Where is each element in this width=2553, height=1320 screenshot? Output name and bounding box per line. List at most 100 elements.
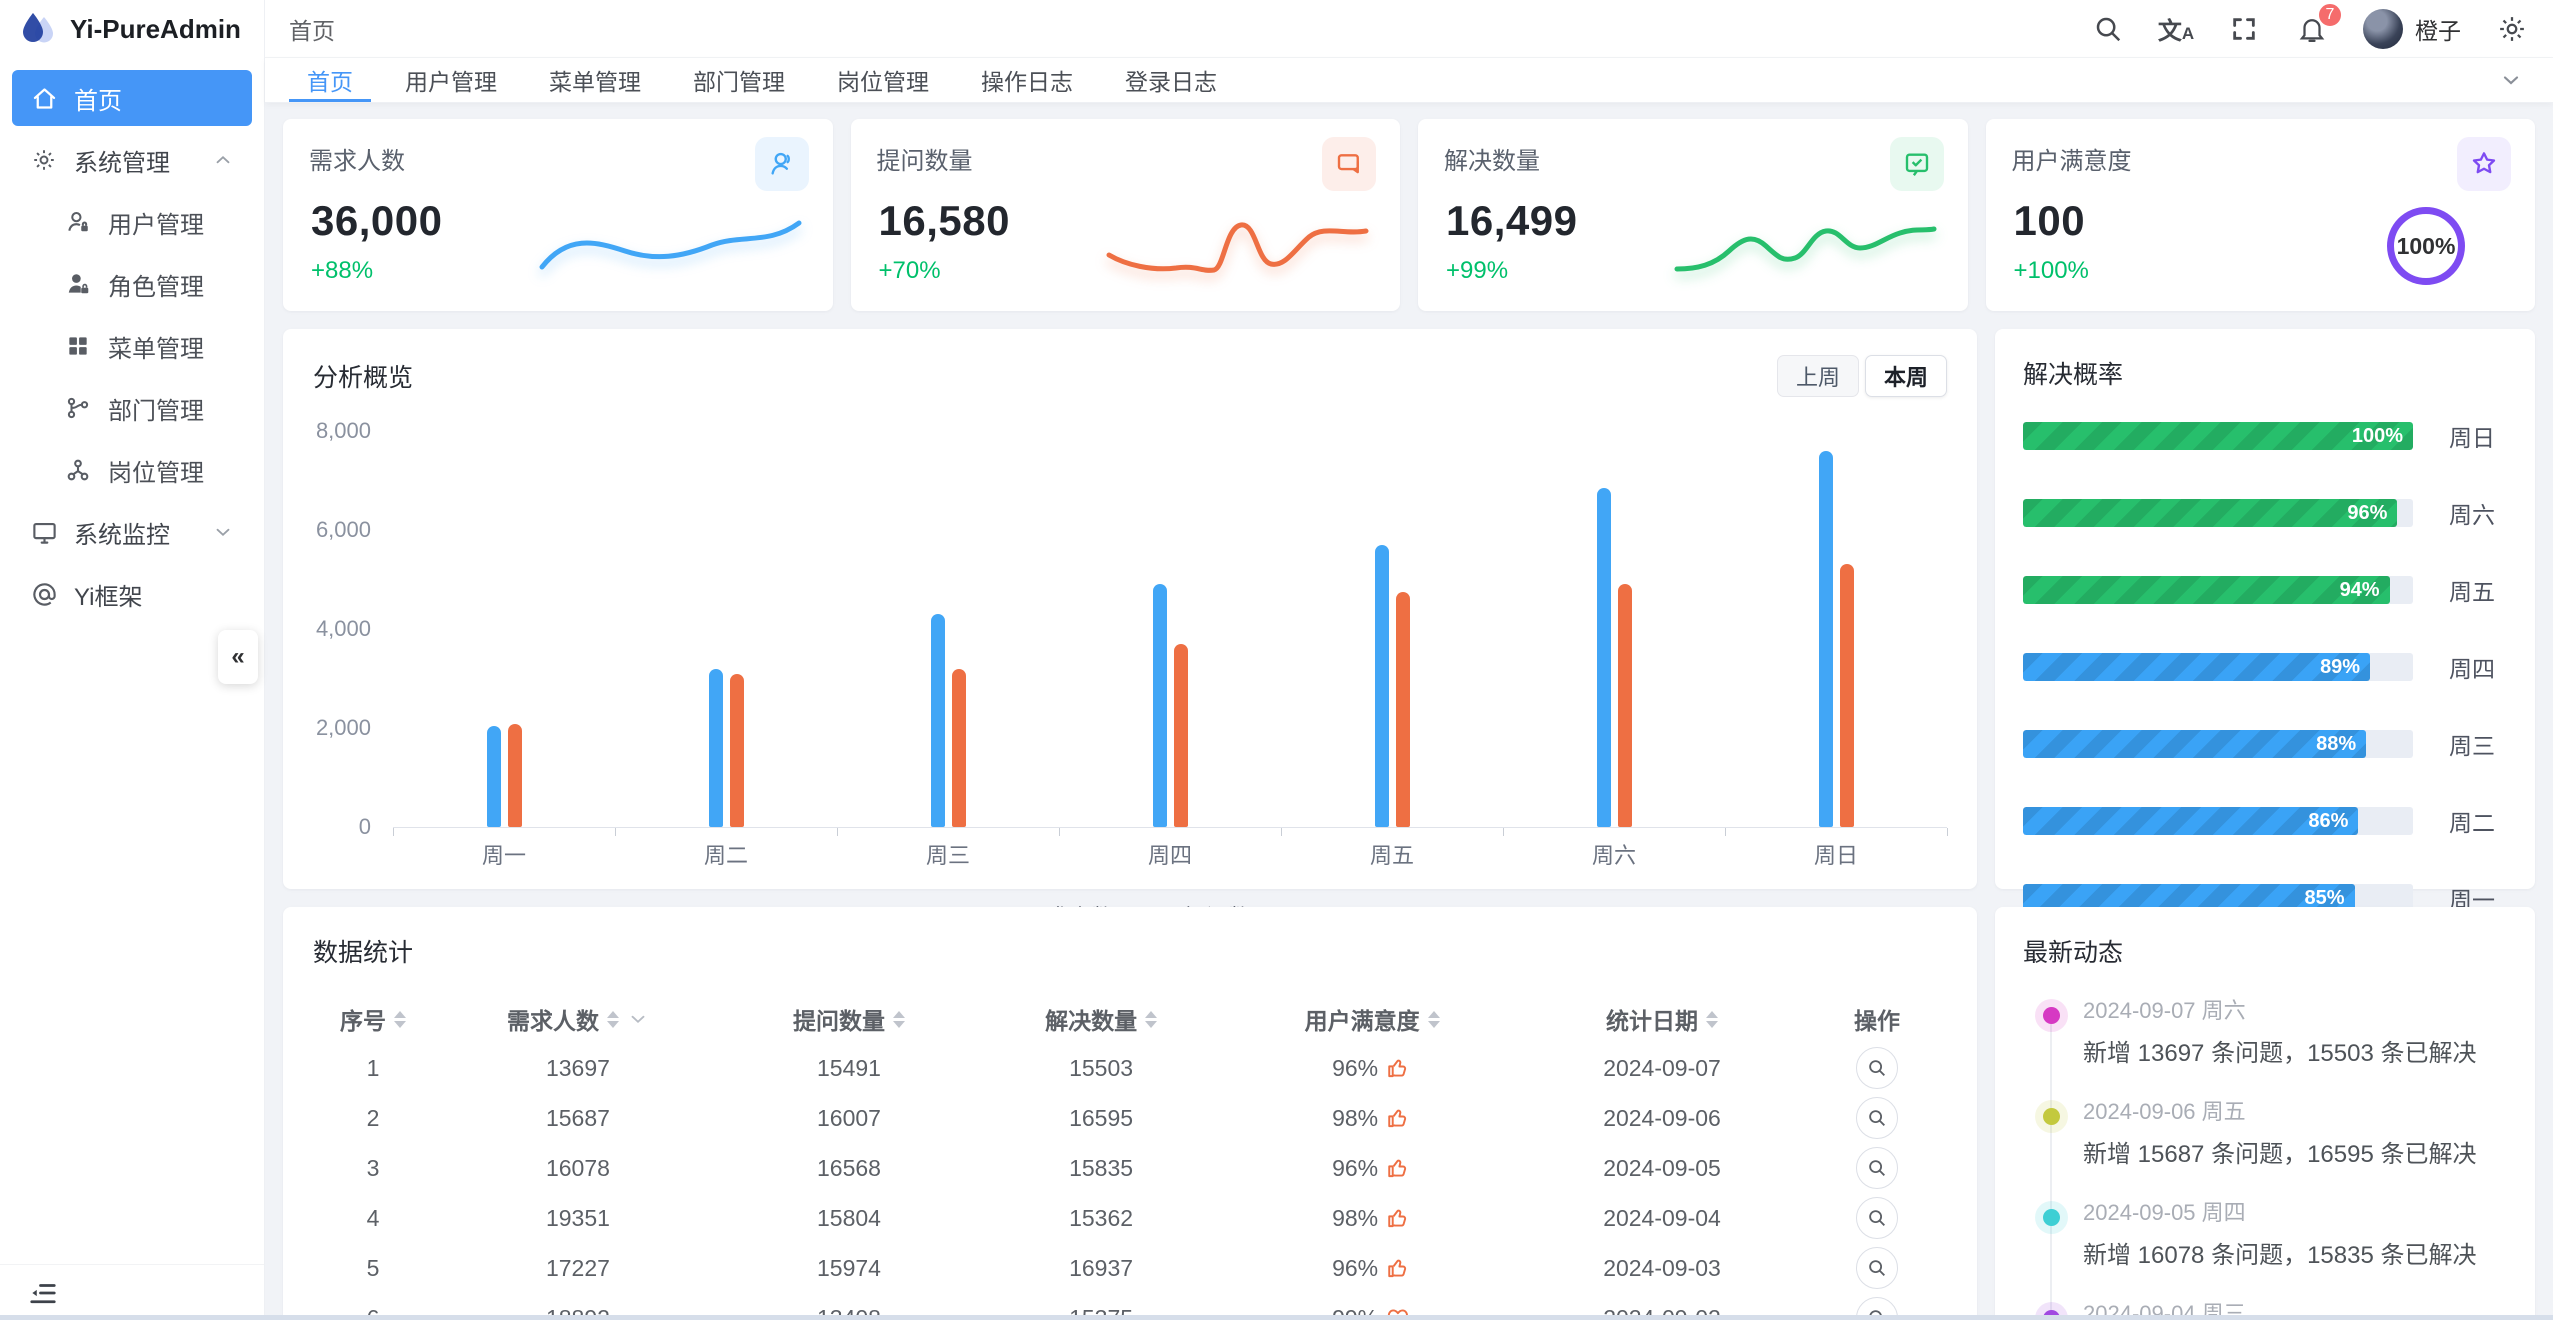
table-cell: 13697 <box>545 1054 610 1081</box>
column-header-label: 序号 <box>340 1008 386 1034</box>
x-tick-label: 周五 <box>1281 828 1504 870</box>
progress-track: 94% <box>2023 576 2413 604</box>
bar-group-周三 <box>837 431 1059 827</box>
bar-提问数量-周一[interactable] <box>507 724 522 827</box>
sidebar-item-系统监控[interactable]: 系统监控 <box>12 504 252 560</box>
bar-需求人数-周一[interactable] <box>486 725 501 827</box>
tab-登录日志[interactable]: 登录日志 <box>1125 69 1217 95</box>
timeline-text: 新增 16078 条问题，15835 条已解决 <box>2083 1242 2477 1269</box>
sidebar-item-岗位管理[interactable]: 岗位管理 <box>12 442 252 498</box>
role-icon <box>64 270 92 298</box>
stat-card-value: 36,000 <box>311 197 443 244</box>
settings-gear-icon[interactable] <box>2495 12 2529 46</box>
user-lock-icon <box>64 208 92 236</box>
user-menu[interactable]: 橙子 <box>2363 8 2461 49</box>
bar-需求人数-周三[interactable] <box>930 614 945 827</box>
sidebar-item-角色管理[interactable]: 角色管理 <box>12 256 252 312</box>
bar-需求人数-周六[interactable] <box>1596 487 1611 827</box>
solve-probability-card: 解决概率 100% 周日 96% 周六 94% 周五 89% 周四 88% 周三 86% 周二 85% 周… <box>1995 329 2535 913</box>
tabs-dropdown-icon[interactable] <box>2493 58 2529 102</box>
tab-操作日志[interactable]: 操作日志 <box>981 69 1073 95</box>
sort-carets-icon[interactable] <box>394 1010 406 1028</box>
thumb-up-icon <box>1386 1155 1412 1181</box>
bar-需求人数-周四[interactable] <box>1152 584 1167 827</box>
tab-部门管理[interactable]: 部门管理 <box>693 69 785 95</box>
table-cell: 17227 <box>545 1254 610 1281</box>
bar-需求人数-周二[interactable] <box>708 668 723 827</box>
table-cell: 15503 <box>1069 1054 1134 1081</box>
sidebar-item-用户管理[interactable]: 用户管理 <box>12 194 252 250</box>
horizontal-scrollbar[interactable] <box>0 1315 2553 1320</box>
sort-carets-icon[interactable] <box>1706 1010 1719 1028</box>
stat-card-delta: +100% <box>2013 257 2089 284</box>
bar-提问数量-周三[interactable] <box>951 668 966 827</box>
table-cell: 2 <box>366 1104 380 1131</box>
progress-day-label: 周三 <box>2449 733 2495 759</box>
x-axis-labels: 周一 周二 周三 周四 周五 周六 周日 <box>393 827 1948 870</box>
bar-提问数量-周日[interactable] <box>1839 563 1854 827</box>
bar-提问数量-周四[interactable] <box>1173 643 1188 827</box>
column-header-用户满意度[interactable]: 用户满意度 <box>1227 1002 1517 1036</box>
column-header-统计日期[interactable]: 统计日期 <box>1517 1002 1807 1036</box>
sidebar-collapse-button[interactable]: « <box>218 630 258 684</box>
stat-card-delta: +88% <box>311 257 374 284</box>
sidebar-item-菜单管理[interactable]: 菜单管理 <box>12 318 252 374</box>
bar-提问数量-周二[interactable] <box>729 673 744 827</box>
fullscreen-icon[interactable] <box>2227 12 2261 46</box>
search-icon[interactable] <box>2091 12 2125 46</box>
sidebar-item-部门管理[interactable]: 部门管理 <box>12 380 252 436</box>
bar-提问数量-周五[interactable] <box>1395 591 1410 827</box>
sidebar-item-label: 菜单管理 <box>108 335 204 363</box>
bar-chart: 8,000 6,000 4,000 2,000 0 周一 周二 周三 周四 周五 周六 周日 <box>313 418 1948 870</box>
sidebar-item-首页[interactable]: 首页 <box>12 70 252 126</box>
tab-岗位管理[interactable]: 岗位管理 <box>837 69 929 95</box>
bar-group-周一 <box>393 431 615 827</box>
view-detail-button[interactable] <box>1855 1247 1898 1289</box>
view-detail-button[interactable] <box>1855 1097 1898 1139</box>
notification-bell-icon[interactable]: 7 <box>2295 1 2343 46</box>
column-header-序号[interactable]: 序号 <box>313 1002 433 1036</box>
home-icon <box>30 84 58 112</box>
progress-day-label: 周五 <box>2449 579 2495 605</box>
column-header-提问数量[interactable]: 提问数量 <box>723 1002 975 1036</box>
sort-carets-icon[interactable] <box>892 1010 905 1028</box>
column-header-需求人数[interactable]: 需求人数 <box>433 1002 723 1036</box>
view-detail-button[interactable] <box>1855 1197 1898 1239</box>
filter-chevron-icon[interactable] <box>627 1008 649 1030</box>
sidebar-item-系统管理[interactable]: 系统管理 <box>12 132 252 188</box>
timeline-dot <box>2043 1108 2060 1125</box>
sidebar-item-label: Yi框架 <box>74 583 143 611</box>
bar-group-周日 <box>1725 431 1947 827</box>
stat-card-value: 100 <box>2013 197 2086 244</box>
share-nodes-icon <box>64 456 92 484</box>
tab-菜单管理[interactable]: 菜单管理 <box>549 69 641 95</box>
bar-提问数量-周六[interactable] <box>1617 584 1632 827</box>
date-cell: 2024-09-06 <box>1603 1104 1721 1131</box>
tab-首页[interactable]: 首页 <box>289 58 371 102</box>
analysis-overview-card: 分析概览 上周 本周 8,000 6,000 4,000 2,000 0 周一 周二 周三周… <box>283 329 1977 930</box>
bar-需求人数-周五[interactable] <box>1374 544 1389 827</box>
bar-group-周二 <box>615 431 837 827</box>
sort-carets-icon[interactable] <box>1145 1010 1158 1028</box>
ops-cell <box>1807 1197 1947 1239</box>
column-header-解决数量[interactable]: 解决数量 <box>975 1002 1227 1036</box>
table-cell: 1 <box>366 1054 380 1081</box>
this-week-button[interactable]: 本周 <box>1864 355 1947 397</box>
timeline-date: 2024-09-06 周五 <box>2083 1099 2246 1124</box>
star-icon <box>2457 137 2511 191</box>
menu-fold-icon[interactable] <box>26 1276 60 1310</box>
view-detail-button[interactable] <box>1855 1147 1898 1189</box>
app-logo[interactable]: Yi-PureAdmin <box>0 0 264 58</box>
last-week-button[interactable]: 上周 <box>1776 355 1859 397</box>
sort-carets-icon[interactable] <box>606 1010 619 1028</box>
tab-用户管理[interactable]: 用户管理 <box>405 69 497 95</box>
table-cell: 15491 <box>816 1054 881 1081</box>
bar-需求人数-周日[interactable] <box>1818 450 1833 827</box>
sidebar-item-Yi框架[interactable]: Yi框架 <box>12 566 252 622</box>
ops-cell <box>1807 1247 1947 1289</box>
view-detail-button[interactable] <box>1855 1047 1898 1089</box>
sort-carets-icon[interactable] <box>1427 1010 1440 1028</box>
satisfaction-value: 96% <box>1332 1054 1379 1081</box>
